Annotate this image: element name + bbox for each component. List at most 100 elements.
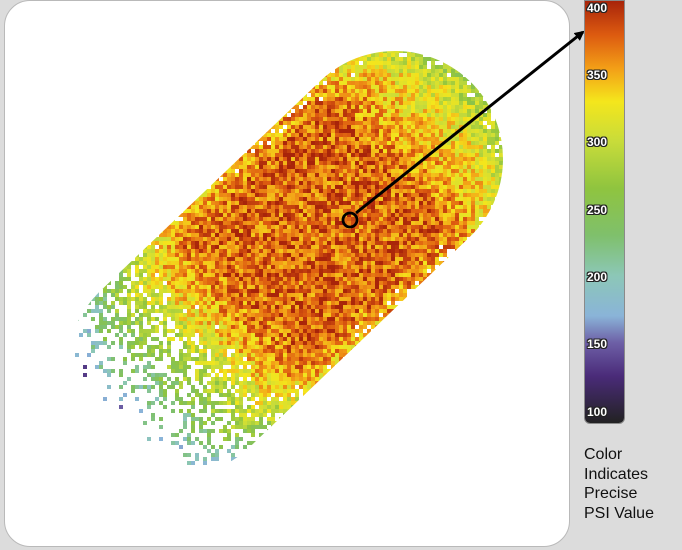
pressure-cell (407, 241, 411, 245)
pressure-cell (171, 269, 175, 273)
pressure-cell (175, 333, 179, 337)
pressure-cell (411, 73, 415, 77)
pressure-cell (259, 301, 263, 305)
pressure-cell (383, 149, 387, 153)
pressure-cell (395, 249, 399, 253)
pressure-cell (375, 89, 379, 93)
pressure-cell (255, 181, 259, 185)
pressure-cell (311, 129, 315, 133)
pressure-cell (455, 69, 459, 73)
pressure-cell (435, 153, 439, 157)
pressure-cell (371, 105, 375, 109)
pressure-cell (447, 101, 451, 105)
pressure-cell (283, 349, 287, 353)
pressure-cell (367, 161, 371, 165)
pressure-cell (379, 205, 383, 209)
pressure-cell (207, 245, 211, 249)
pressure-cell (119, 301, 123, 305)
pressure-cell (275, 365, 279, 369)
pressure-cell (119, 317, 123, 321)
pressure-cell (227, 257, 231, 261)
pressure-cell (319, 221, 323, 225)
pressure-cell (327, 77, 331, 81)
pressure-cell (183, 261, 187, 265)
pressure-cell (407, 225, 411, 229)
pressure-cell (271, 165, 275, 169)
pressure-cell (459, 113, 463, 117)
pressure-cell (223, 333, 227, 337)
pressure-cell (307, 245, 311, 249)
pressure-cell (423, 245, 427, 249)
pressure-cell (299, 213, 303, 217)
pressure-cell (359, 137, 363, 141)
pressure-cell (323, 97, 327, 101)
pressure-cell (355, 277, 359, 281)
pressure-cell (503, 157, 507, 161)
pressure-cell (127, 317, 131, 321)
pressure-cell (203, 261, 207, 265)
pressure-cell (347, 209, 351, 213)
pressure-cell (271, 173, 275, 177)
pressure-cell (239, 217, 243, 221)
pressure-cell (343, 205, 347, 209)
pressure-cell (323, 249, 327, 253)
pressure-cell (467, 141, 471, 145)
pressure-cell (323, 177, 327, 181)
pressure-cell (275, 325, 279, 329)
pressure-cell (115, 325, 119, 329)
pressure-cell (251, 193, 255, 197)
pressure-cell (259, 305, 263, 309)
pressure-cell (383, 137, 387, 141)
pressure-cell (167, 345, 171, 349)
pressure-cell (495, 121, 499, 125)
pressure-cell (239, 269, 243, 273)
pressure-cell (199, 197, 203, 201)
pressure-cell (315, 245, 319, 249)
pressure-cell (275, 181, 279, 185)
pressure-cell (251, 293, 255, 297)
pressure-cell (347, 305, 351, 309)
pressure-cell (191, 197, 195, 201)
pressure-cell (287, 337, 291, 341)
pressure-cell (271, 141, 275, 145)
pressure-cell (287, 369, 291, 373)
pressure-cell (475, 197, 479, 201)
pressure-cell (451, 209, 455, 213)
pressure-cell (211, 353, 215, 357)
pressure-cell (347, 289, 351, 293)
pressure-cell (495, 177, 499, 181)
pressure-cell (403, 205, 407, 209)
pressure-cell (159, 257, 163, 261)
pressure-cell (215, 337, 219, 341)
pressure-cell (239, 169, 243, 173)
pressure-cell (427, 117, 431, 121)
pressure-cell (495, 161, 499, 165)
pressure-cell (147, 329, 151, 333)
pressure-cell (339, 93, 343, 97)
pressure-cell (115, 333, 119, 337)
pressure-cell (103, 369, 107, 373)
pressure-cell (323, 221, 327, 225)
pressure-cell (463, 217, 467, 221)
pressure-cell (343, 149, 347, 153)
pressure-cell (407, 109, 411, 113)
pressure-cell (299, 177, 303, 181)
pressure-cell (387, 261, 391, 265)
pressure-cell (203, 185, 207, 189)
pressure-cell (315, 305, 319, 309)
pressure-cell (403, 285, 407, 289)
pressure-cell (351, 317, 355, 321)
pressure-cell (415, 105, 419, 109)
pressure-cell (235, 201, 239, 205)
pressure-cell (195, 321, 199, 325)
pressure-cell (383, 161, 387, 165)
pressure-cell (495, 157, 499, 161)
pressure-cell (435, 137, 439, 141)
pressure-cell (219, 293, 223, 297)
pressure-cell (255, 365, 259, 369)
pressure-cell (295, 273, 299, 277)
pressure-cell (143, 281, 147, 285)
pressure-cell (319, 321, 323, 325)
pressure-cell (339, 185, 343, 189)
pressure-cell (335, 341, 339, 345)
